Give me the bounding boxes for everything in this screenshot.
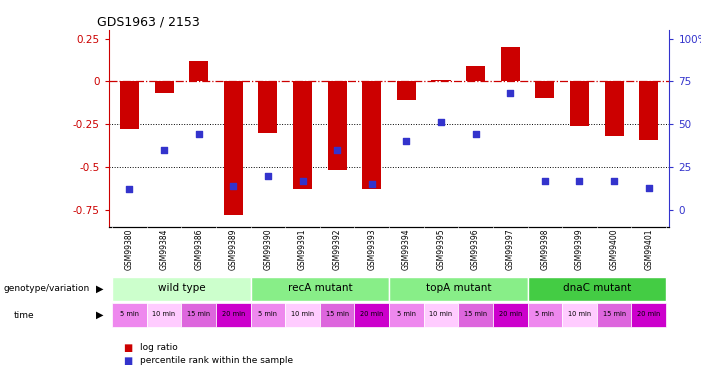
Bar xyxy=(501,47,519,81)
Bar xyxy=(293,81,312,189)
Text: genotype/variation: genotype/variation xyxy=(4,284,90,293)
Text: GSM99386: GSM99386 xyxy=(194,228,203,270)
Text: 10 min: 10 min xyxy=(291,312,314,318)
Bar xyxy=(112,277,250,301)
Point xyxy=(262,172,273,178)
Point xyxy=(574,178,585,184)
Bar xyxy=(120,81,139,129)
Text: 5 min: 5 min xyxy=(397,312,416,318)
Text: 20 min: 20 min xyxy=(222,312,245,318)
Bar xyxy=(536,81,554,99)
Text: GDS1963 / 2153: GDS1963 / 2153 xyxy=(97,16,200,29)
Text: GSM99389: GSM99389 xyxy=(229,228,238,270)
Text: recA mutant: recA mutant xyxy=(287,283,352,293)
Bar xyxy=(597,303,632,327)
Text: GSM99399: GSM99399 xyxy=(575,228,584,270)
Point xyxy=(643,184,654,190)
Text: ▶: ▶ xyxy=(96,310,104,320)
Text: 5 min: 5 min xyxy=(120,312,139,318)
Text: 15 min: 15 min xyxy=(464,312,487,318)
Bar xyxy=(389,277,528,301)
Text: 10 min: 10 min xyxy=(430,312,453,318)
Point xyxy=(158,147,170,153)
Bar xyxy=(458,303,493,327)
Bar xyxy=(528,303,562,327)
Text: 15 min: 15 min xyxy=(602,312,625,318)
Bar xyxy=(355,303,389,327)
Point xyxy=(608,178,620,184)
Text: GSM99396: GSM99396 xyxy=(471,228,480,270)
Point xyxy=(366,181,377,187)
Bar xyxy=(466,66,485,81)
Text: ■: ■ xyxy=(123,356,132,366)
Text: 20 min: 20 min xyxy=(637,312,660,318)
Text: 20 min: 20 min xyxy=(498,312,522,318)
Text: GSM99398: GSM99398 xyxy=(540,228,550,270)
Bar xyxy=(216,303,250,327)
Bar xyxy=(562,303,597,327)
Text: GSM99384: GSM99384 xyxy=(160,228,168,270)
Bar xyxy=(285,303,320,327)
Point xyxy=(435,120,447,126)
Bar xyxy=(639,81,658,140)
Point xyxy=(401,138,412,144)
Text: GSM99393: GSM99393 xyxy=(367,228,376,270)
Bar xyxy=(250,277,389,301)
Bar xyxy=(154,81,174,93)
Text: 20 min: 20 min xyxy=(360,312,383,318)
Text: dnaC mutant: dnaC mutant xyxy=(563,283,631,293)
Bar xyxy=(493,303,528,327)
Bar xyxy=(528,277,666,301)
Bar xyxy=(570,81,589,126)
Bar xyxy=(632,303,666,327)
Bar xyxy=(189,61,208,81)
Text: topA mutant: topA mutant xyxy=(426,283,491,293)
Point xyxy=(539,178,550,184)
Bar xyxy=(320,303,355,327)
Text: GSM99391: GSM99391 xyxy=(298,228,307,270)
Text: GSM99401: GSM99401 xyxy=(644,228,653,270)
Text: time: time xyxy=(14,310,34,320)
Text: 5 min: 5 min xyxy=(536,312,554,318)
Text: percentile rank within the sample: percentile rank within the sample xyxy=(140,356,293,365)
Point xyxy=(124,186,135,192)
Text: ■: ■ xyxy=(123,343,132,353)
Bar xyxy=(250,303,285,327)
Point xyxy=(297,178,308,184)
Bar xyxy=(147,303,182,327)
Bar xyxy=(182,303,216,327)
Text: ▶: ▶ xyxy=(96,284,104,294)
Bar xyxy=(259,81,278,133)
Bar xyxy=(423,303,458,327)
Text: GSM99392: GSM99392 xyxy=(333,228,341,270)
Point xyxy=(505,90,516,96)
Bar xyxy=(604,81,624,136)
Bar xyxy=(112,303,147,327)
Text: 15 min: 15 min xyxy=(325,312,348,318)
Text: GSM99380: GSM99380 xyxy=(125,228,134,270)
Text: GSM99395: GSM99395 xyxy=(437,228,445,270)
Text: log ratio: log ratio xyxy=(140,344,178,352)
Text: GSM99400: GSM99400 xyxy=(610,228,618,270)
Bar xyxy=(327,81,347,170)
Bar xyxy=(431,80,451,81)
Text: 5 min: 5 min xyxy=(259,312,278,318)
Text: GSM99397: GSM99397 xyxy=(505,228,515,270)
Text: 10 min: 10 min xyxy=(153,312,176,318)
Point xyxy=(332,147,343,153)
Text: wild type: wild type xyxy=(158,283,205,293)
Bar xyxy=(397,81,416,100)
Point xyxy=(193,131,204,137)
Text: GSM99394: GSM99394 xyxy=(402,228,411,270)
Bar xyxy=(389,303,423,327)
Bar xyxy=(362,81,381,189)
Text: GSM99390: GSM99390 xyxy=(264,228,273,270)
Text: 10 min: 10 min xyxy=(568,312,591,318)
Point xyxy=(228,183,239,189)
Text: 15 min: 15 min xyxy=(187,312,210,318)
Point xyxy=(470,131,481,137)
Bar xyxy=(224,81,243,215)
